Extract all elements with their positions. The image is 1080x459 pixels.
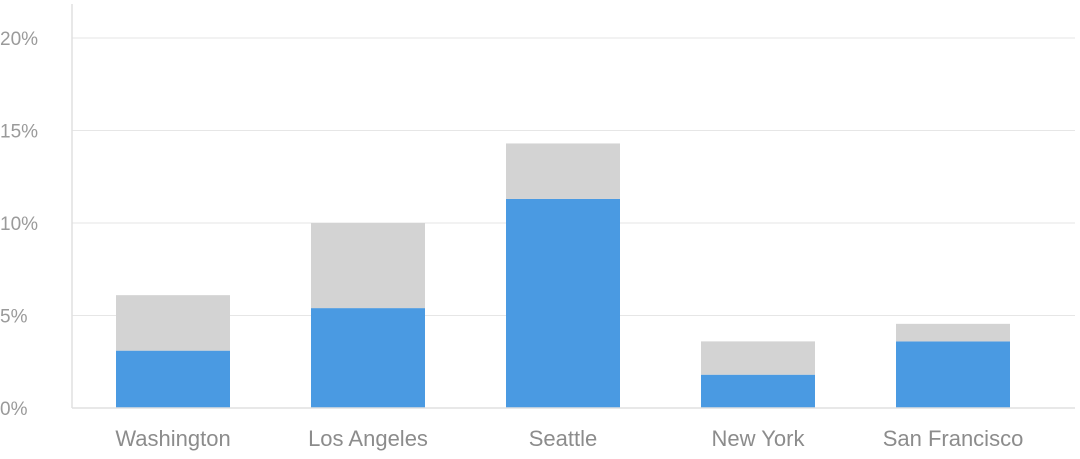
bar-los-angeles-segment-1 [311, 308, 425, 408]
y-tick-label: 5% [0, 307, 28, 328]
x-tick-label: Los Angeles [308, 426, 428, 451]
bar-seattle-segment-1 [506, 198, 620, 408]
y-tick-label: 10% [0, 214, 38, 235]
bar-washington-segment-2 [116, 295, 230, 351]
bar-san-francisco-segment-2 [896, 323, 1010, 342]
y-tick-label: 20% [0, 29, 38, 50]
bar-seattle-segment-2 [506, 143, 620, 199]
bar-san-francisco-segment-1 [896, 341, 1010, 408]
y-tick-label: 15% [0, 122, 38, 143]
bar-new-york-segment-1 [701, 374, 815, 408]
bar-washington-segment-1 [116, 350, 230, 408]
y-tick-label: 0% [0, 399, 28, 420]
bar-los-angeles-segment-2 [311, 223, 425, 309]
labels-layer: 0% 5% 10% 15% 20% Washington Los Angeles Seattl… [0, 29, 1023, 451]
x-tick-label: Washington [115, 426, 230, 451]
x-tick-label: San Francisco [883, 426, 1024, 451]
x-tick-label: Seattle [529, 426, 598, 451]
bar-new-york-segment-2 [701, 341, 815, 375]
x-tick-label: New York [712, 426, 806, 451]
bars-layer [116, 143, 1010, 408]
axis-layer [71, 4, 1075, 409]
